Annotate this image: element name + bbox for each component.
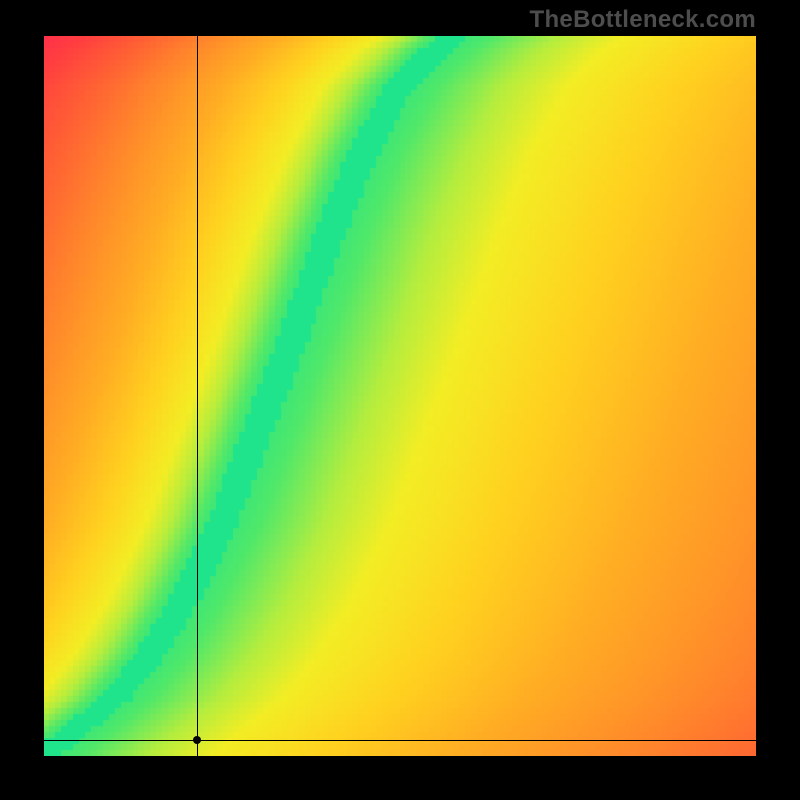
watermark-text: TheBottleneck.com	[530, 6, 756, 34]
crosshair-horizontal	[44, 740, 756, 741]
figure-root: TheBottleneck.com	[0, 0, 800, 800]
heatmap-plot-area	[44, 36, 756, 756]
heatmap-canvas	[44, 36, 756, 756]
crosshair-vertical	[197, 36, 198, 756]
